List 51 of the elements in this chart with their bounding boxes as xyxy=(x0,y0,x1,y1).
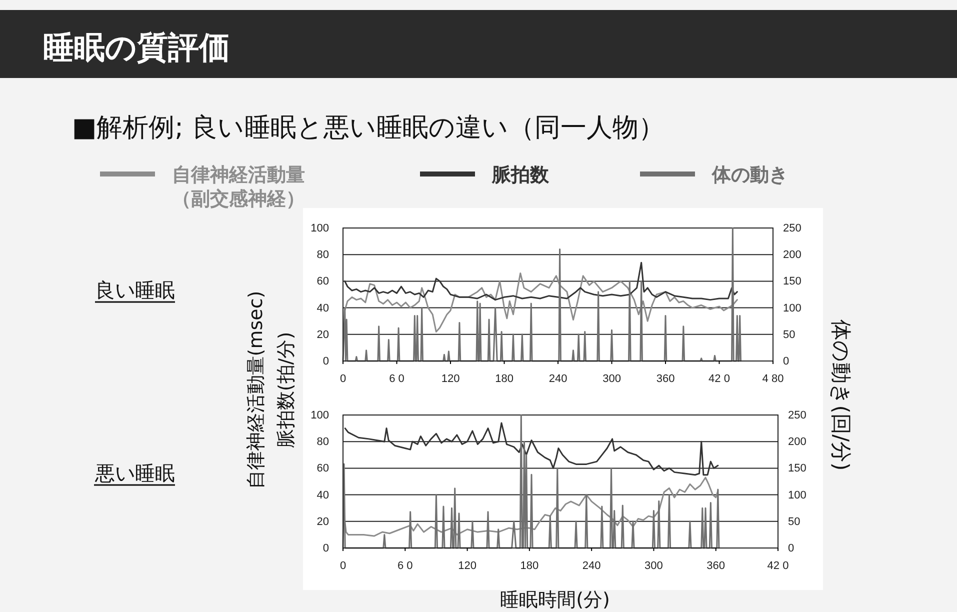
x-axis-title: 睡眠時間(分) xyxy=(500,589,610,611)
y2-tick-label: 0 xyxy=(788,542,794,555)
text: 悪い睡眠 xyxy=(94,461,175,485)
x-tick-label: 0 xyxy=(340,372,346,385)
y2-tick-label: 250 xyxy=(783,222,802,235)
x-tick-label: 4 80 xyxy=(762,372,784,385)
x-tick-label: 240 xyxy=(548,372,568,385)
chart-subtitle: ■解析例; 良い睡眠と悪い睡眠の違い（同一人物） xyxy=(72,113,665,143)
x-tick-label: 42 0 xyxy=(767,560,789,572)
x-tick-label: 180 xyxy=(520,560,539,572)
y-tick-label: 0 xyxy=(322,542,329,555)
y2-tick-label: 150 xyxy=(783,276,802,288)
y2-tick-label: 0 xyxy=(783,356,790,368)
legend-label: 脈拍数 xyxy=(491,164,550,186)
x-tick-label: 240 xyxy=(582,560,601,572)
y2-tick-label: 200 xyxy=(783,249,802,262)
x-tick-label: 180 xyxy=(495,372,514,385)
x-tick-label: 300 xyxy=(602,372,621,385)
x-tick-label: 6 0 xyxy=(389,372,404,385)
y-tick-label: 100 xyxy=(310,410,329,422)
y-tick-label: 0 xyxy=(322,356,329,368)
x-tick-label: 42 0 xyxy=(708,372,730,385)
y-tick-label: 80 xyxy=(316,249,329,262)
y-tick-label: 100 xyxy=(310,222,329,235)
y-axis-title: 自律神経活動量(msec) 脈拍数(拍/分) xyxy=(245,290,297,490)
y-tick-label: 40 xyxy=(316,302,329,314)
x-tick-label: 360 xyxy=(656,372,675,385)
y2-tick-label: 150 xyxy=(788,462,806,475)
y-tick-label: 20 xyxy=(316,516,329,528)
y2-tick-label: 50 xyxy=(788,516,800,528)
y2-tick-label: 100 xyxy=(783,302,802,314)
chart-title: 睡眠の質評価 xyxy=(43,30,230,66)
x-tick-label: 300 xyxy=(644,560,663,572)
x-tick-label: 120 xyxy=(441,372,460,385)
y2-tick-label: 200 xyxy=(788,436,806,448)
y-tick-label: 20 xyxy=(316,328,329,341)
x-tick-label: 360 xyxy=(706,560,726,572)
y-tick-label: 60 xyxy=(316,276,329,288)
y-tick-label: 60 xyxy=(316,462,329,475)
y2-axis-title: 体の動き(回/分) xyxy=(829,319,853,471)
x-tick-label: 0 xyxy=(340,560,346,572)
y2-tick-label: 250 xyxy=(788,410,806,422)
x-tick-label: 6 0 xyxy=(397,560,413,572)
legend-label: 体の動き xyxy=(711,164,788,186)
y-tick-label: 40 xyxy=(316,489,329,502)
y-tick-label: 80 xyxy=(316,436,329,448)
y2-tick-label: 100 xyxy=(788,489,806,502)
text: 良い睡眠 xyxy=(95,278,175,302)
x-tick-label: 120 xyxy=(458,560,476,572)
legend-label: 自律神経活動量（副交感神経） xyxy=(172,164,305,210)
y2-tick-label: 50 xyxy=(783,328,796,341)
